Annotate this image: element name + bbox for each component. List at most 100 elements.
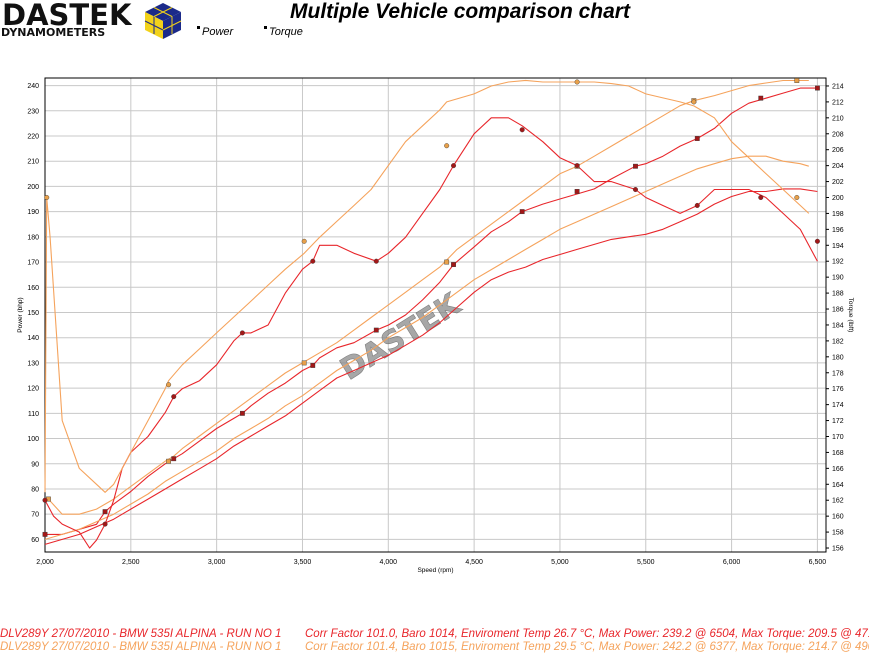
torque-run2-marker <box>794 194 800 200</box>
x-tick-label: 5,500 <box>637 559 655 566</box>
y2-tick-label: 184 <box>832 322 844 329</box>
x-axis-label: Speed (rpm) <box>417 567 453 574</box>
x-tick-label: 4,000 <box>380 559 398 566</box>
y-tick-label: 130 <box>27 360 39 367</box>
y2-tick-label: 162 <box>832 498 844 505</box>
y-tick-label: 140 <box>27 335 39 342</box>
x-tick-label: 2,000 <box>36 559 54 566</box>
y-tick-label: 230 <box>27 108 39 115</box>
y-tick-label: 190 <box>27 209 39 216</box>
brand-subtitle: DYNAMOMETERS <box>1 26 106 39</box>
y-tick-label: 180 <box>27 234 39 241</box>
footer-run-1-stats: Corr Factor 101.0, Baro 1014, Enviroment… <box>305 628 869 640</box>
torque-run1-marker <box>42 497 48 503</box>
chart-title: Multiple Vehicle comparison chart <box>290 0 630 23</box>
watermark: DASTEK <box>334 286 468 388</box>
brand-name: DASTEK <box>2 0 132 32</box>
y2-tick-label: 164 <box>832 482 844 489</box>
y-axis-label: Power (bhp) <box>17 297 24 332</box>
y-tick-label: 240 <box>27 83 39 90</box>
y2-tick-label: 214 <box>832 83 844 90</box>
y2-tick-label: 194 <box>832 243 844 250</box>
power-run1-marker <box>758 95 764 101</box>
power-run2-marker <box>301 360 307 366</box>
power-run1-marker <box>171 456 177 462</box>
y2-tick-label: 158 <box>832 530 844 537</box>
power-run1-marker <box>694 136 700 141</box>
torque-run1-marker <box>758 194 764 200</box>
y2-tick-label: 208 <box>832 131 844 138</box>
cube-logo-icon <box>144 3 182 39</box>
x-tick-label: 4,500 <box>465 559 483 566</box>
torque-run1-marker <box>451 163 457 169</box>
x-tick-label: 3,500 <box>294 559 312 566</box>
footer-run-1-vehicle: DLV289Y 27/07/2010 - BMW 535I ALPINA - R… <box>0 628 282 640</box>
legend-torque-label: Torque <box>269 26 303 38</box>
y-tick-label: 80 <box>31 486 39 493</box>
y2-tick-label: 202 <box>832 179 844 186</box>
y2-tick-label: 190 <box>832 275 844 282</box>
y2-tick-label: 174 <box>832 402 844 409</box>
power-run1-marker <box>310 363 316 368</box>
y2-tick-label: 176 <box>832 386 844 393</box>
y2-tick-label: 180 <box>832 354 844 361</box>
footer-run-2-stats: Corr Factor 101.4, Baro 1015, Enviroment… <box>305 641 869 653</box>
power-run1-marker <box>42 531 48 537</box>
y-tick-label: 160 <box>27 285 39 292</box>
y2-tick-label: 178 <box>832 370 844 377</box>
torque-run1-marker <box>574 163 580 169</box>
y2-tick-label: 198 <box>832 211 844 218</box>
y2-tick-label: 192 <box>832 259 844 266</box>
y2-axis-label: Torque (lbft) <box>847 298 854 333</box>
y-tick-label: 60 <box>31 537 39 544</box>
x-tick-label: 3,000 <box>208 559 226 566</box>
power-run1-marker <box>102 509 108 515</box>
torque-run2-marker <box>44 194 50 200</box>
power-run2-marker <box>794 78 800 83</box>
y2-tick-label: 206 <box>832 147 844 154</box>
y2-tick-label: 196 <box>832 227 844 234</box>
power-run2-marker <box>444 259 450 265</box>
footer-run-1: DLV289Y 27/07/2010 - BMW 535I ALPINA - R… <box>0 628 869 640</box>
legend-power-marker <box>197 26 200 29</box>
y-tick-label: 170 <box>27 260 39 267</box>
torque-run2-marker <box>691 99 697 105</box>
torque-run1-marker <box>373 258 379 264</box>
y-tick-label: 70 <box>31 512 39 519</box>
y2-tick-label: 172 <box>832 418 844 425</box>
y2-tick-label: 168 <box>832 450 844 457</box>
y2-tick-label: 186 <box>832 307 844 314</box>
y-tick-label: 90 <box>31 461 39 468</box>
y2-tick-label: 210 <box>832 115 844 122</box>
x-tick-label: 6,500 <box>809 559 827 566</box>
y-tick-label: 200 <box>27 184 39 191</box>
power-run1-marker <box>519 209 525 215</box>
y2-tick-label: 204 <box>832 163 844 170</box>
torque-run1-marker <box>694 202 700 208</box>
dyno-chart: 2,000 2,500 3,000 3,500 4,000 4,500 5,000 5,500… <box>17 77 854 574</box>
torque-run1-marker <box>239 330 245 336</box>
watermark-text: DASTEK <box>334 286 468 388</box>
y-tick-label: 150 <box>27 310 39 317</box>
footer-run-2-vehicle: DLV289Y 27/07/2010 - BMW 535I ALPINA - R… <box>0 641 282 653</box>
torque-run1-marker <box>171 394 177 400</box>
y2-tick-label: 212 <box>832 99 844 106</box>
legend-torque: Torque <box>264 26 303 38</box>
torque-run1-marker <box>632 187 638 193</box>
plot-frame <box>44 77 827 553</box>
legend-power-label: Power <box>202 26 234 38</box>
x-tick-label: 2,500 <box>122 559 140 566</box>
x-tick-label: 6,000 <box>723 559 741 566</box>
y-tick-label: 220 <box>27 133 39 140</box>
series-line-power-run2 <box>44 79 809 515</box>
y2-tick-label: 156 <box>832 546 844 553</box>
y2-tick-label: 170 <box>832 434 844 441</box>
torque-run1-marker <box>519 127 525 133</box>
legend-torque-marker <box>264 26 267 29</box>
torque-run1-marker <box>310 258 316 264</box>
torque-run1-marker <box>814 238 820 244</box>
y2-tick-label: 188 <box>832 291 844 298</box>
brand-logo: DASTEK DYNAMOMETERS <box>0 0 140 42</box>
power-run1-marker <box>633 163 638 169</box>
y-tick-label: 120 <box>27 386 39 393</box>
